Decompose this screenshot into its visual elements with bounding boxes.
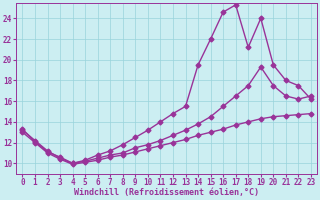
X-axis label: Windchill (Refroidissement éolien,°C): Windchill (Refroidissement éolien,°C) — [74, 188, 259, 197]
